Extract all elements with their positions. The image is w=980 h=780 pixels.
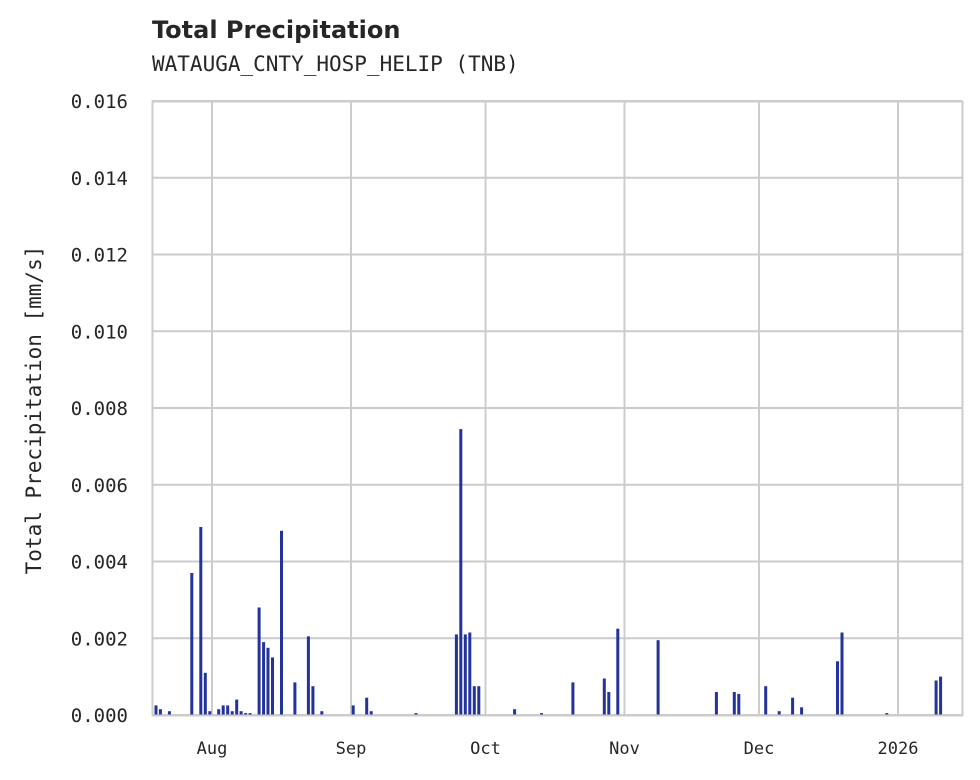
precipitation-bar [262,642,266,715]
precipitation-bar [226,705,230,715]
x-tick-label: Nov [609,739,640,759]
plot-frame [151,100,964,717]
precipitation-bar [764,686,768,715]
precipitation-bar [777,711,781,715]
precipitation-bar [217,709,221,715]
y-axis-ticks: 0.000 0.002 0.004 0.006 0.008 0.010 0.012 0.014… [71,91,128,727]
y-tick-label: 0.012 [71,245,128,267]
x-tick-label: Dec [744,739,775,759]
precipitation-bar [266,647,270,715]
precipitation-bar [885,713,889,715]
x-tick-label: Sep [336,739,367,759]
y-tick-label: 0.010 [71,321,128,343]
precipitation-bar [656,640,660,715]
precipitation-bar [293,682,297,715]
chart-subtitle: WATAUGA_CNTY_HOSP_HELIP (TNB) [152,52,519,76]
precipitation-bar [280,530,283,715]
y-tick-label: 0.000 [71,705,128,727]
precipitation-bar [454,634,458,715]
precipitation-bar [257,607,261,715]
precipitation-bar [414,713,418,715]
precipitation-bar [463,634,467,715]
y-tick-label: 0.016 [71,91,128,113]
precipitation-bar [607,692,611,715]
precipitation-bar [239,711,243,715]
precipitation-bar [154,705,158,715]
precipitation-bar [230,711,234,715]
y-tick-label: 0.002 [71,628,128,650]
precipitation-bar [732,692,736,715]
y-tick-label: 0.006 [71,475,128,497]
precipitation-bar [459,429,463,715]
precipitation-bar [320,711,324,715]
chart-title: Total Precipitation [152,16,401,44]
y-tick-label: 0.004 [71,552,128,574]
precipitation-bar [737,693,741,715]
y-axis-label: Total Precipitation [mm/s] [22,246,46,575]
precipitation-bar [208,711,212,715]
precipitation-bar [244,713,248,715]
precipitation-bar [791,697,795,715]
data-bars [154,429,943,715]
precipitation-bar [513,709,517,715]
precipitation-bar [248,713,252,715]
precipitation-bar [167,711,171,715]
precipitation-bar [365,697,369,715]
precipitation-bar [939,676,943,715]
precipitation-bar [190,573,194,715]
precipitation-bar [602,678,606,715]
precipitation-bar [311,686,315,715]
precipitation-bar [306,636,310,715]
precipitation-bar [934,680,938,715]
precipitation-bar [271,657,274,715]
precipitation-bar [369,711,373,715]
precipitation-bar [616,628,620,715]
grid-lines [152,100,962,716]
precipitation-bar [199,527,203,715]
precipitation-bar [468,632,472,715]
x-tick-label: Aug [197,739,228,759]
precipitation-bar [800,707,804,715]
precipitation-bar [540,713,543,715]
precipitation-bar [351,705,355,715]
x-axis-ticks: Aug Sep Oct Nov Dec 2026 [197,739,919,759]
precipitation-bar [235,699,239,715]
precipitation-bar [472,686,476,715]
precipitation-bar [836,661,839,715]
precipitation-bar [221,705,225,715]
x-tick-label: Oct [470,739,501,759]
precipitation-bar [571,682,575,715]
precipitation-bar [158,709,162,715]
precipitation-bar [714,692,718,715]
precipitation-bar [477,686,481,715]
precipitation-bar [203,672,207,715]
x-tick-label: 2026 [878,739,919,759]
y-tick-label: 0.014 [71,168,128,190]
y-tick-label: 0.008 [71,398,128,420]
precipitation-bar [840,632,844,715]
